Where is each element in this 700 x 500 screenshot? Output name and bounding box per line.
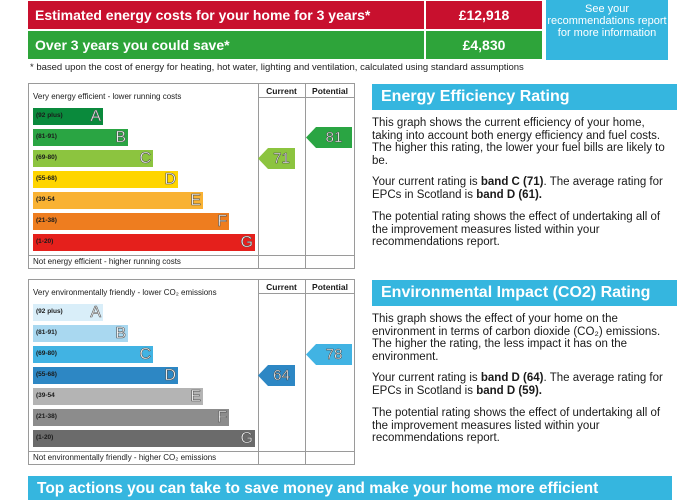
energy-efficiency-title: Energy Efficiency Rating: [372, 84, 677, 110]
rating-band-a: (92 plus) A: [33, 304, 103, 321]
energy-efficiency-current-rating: Your current rating is band C (71). The …: [372, 176, 663, 201]
estimated-costs-row: Estimated energy costs for your home for…: [28, 1, 542, 29]
band-range: (21-38): [36, 413, 57, 420]
cost-footnote: * based upon the cost of energy for heat…: [30, 62, 524, 73]
rating-band-a: (92 plus) A: [33, 108, 103, 125]
band-letter: G: [240, 430, 253, 448]
band-range: (55-68): [36, 175, 57, 182]
band-range: (81-91): [36, 329, 57, 336]
rating-band-f: (21-38) F: [33, 213, 229, 230]
rating-band-g: (1-20) G: [33, 234, 255, 251]
estimated-costs-value: £12,918: [426, 1, 542, 29]
rating-band-d: (55-68) D: [33, 171, 178, 188]
band-letter: A: [90, 108, 101, 126]
environmental-impact-chart: Current Potential Very environmentally f…: [28, 279, 355, 465]
band-range: (1-20): [36, 238, 54, 245]
band-range: (55-68): [36, 371, 57, 378]
rating-band-g: (1-20) G: [33, 430, 255, 447]
current-column-header: Current: [266, 86, 297, 96]
see-recommendations-box[interactable]: See your recommendations report for more…: [546, 0, 668, 60]
current-rating-pointer: 64: [258, 365, 295, 386]
potential-column-header: Potential: [312, 86, 348, 96]
band-letter: C: [139, 346, 151, 364]
current-column-header: Current: [266, 282, 297, 292]
estimated-costs-label: Estimated energy costs for your home for…: [28, 1, 424, 29]
band-range: (1-20): [36, 434, 54, 441]
energy-efficiency-potential-note: The potential rating shows the effect of…: [372, 211, 661, 248]
band-letter: G: [240, 234, 253, 252]
energy-efficiency-description: This graph shows the current efficiency …: [372, 117, 665, 167]
band-letter: F: [217, 213, 227, 231]
band-letter: C: [139, 150, 151, 168]
band-range: (69-80): [36, 154, 57, 161]
rating-band-f: (21-38) F: [33, 409, 229, 426]
rating-band-b: (81-91) B: [33, 129, 128, 146]
band-letter: E: [190, 388, 201, 406]
chart-bottom-caption: Not energy efficient - higher running co…: [33, 257, 181, 266]
energy-efficiency-chart: Current Potential Very energy efficient …: [28, 83, 355, 269]
current-rating-pointer: 71: [258, 148, 295, 169]
band-range: (39-54: [36, 196, 55, 203]
potential-rating-value: 81: [325, 129, 343, 147]
rating-band-c: (69-80) C: [33, 150, 153, 167]
band-letter: D: [164, 171, 176, 189]
potential-rating-value: 78: [325, 346, 343, 364]
rating-band-c: (69-80) C: [33, 346, 153, 363]
environmental-impact-potential-note: The potential rating shows the effect of…: [372, 407, 661, 444]
savings-label: Over 3 years you could save*: [28, 31, 424, 59]
band-range: (92 plus): [36, 308, 63, 315]
current-rating-value: 64: [273, 367, 290, 385]
rating-band-e: (39-54 E: [33, 192, 203, 209]
rating-band-d: (55-68) D: [33, 367, 178, 384]
potential-rating-pointer: 81: [306, 127, 352, 148]
environmental-impact-current-rating: Your current rating is band D (64). The …: [372, 372, 663, 397]
potential-rating-pointer: 78: [306, 344, 352, 365]
environmental-impact-title: Environmental Impact (CO2) Rating: [372, 280, 677, 306]
band-letter: B: [115, 325, 126, 343]
savings-value: £4,830: [426, 31, 542, 59]
potential-column-header: Potential: [312, 282, 348, 292]
band-letter: D: [164, 367, 176, 385]
band-range: (39-54: [36, 392, 55, 399]
band-range: (81-91): [36, 133, 57, 140]
band-letter: B: [115, 129, 126, 147]
chart-top-caption: Very environmentally friendly - lower CO…: [33, 288, 217, 297]
environmental-impact-description: This graph shows the effect of your home…: [372, 313, 661, 363]
rating-band-b: (81-91) B: [33, 325, 128, 342]
rating-band-e: (39-54 E: [33, 388, 203, 405]
band-range: (92 plus): [36, 112, 63, 119]
chart-bottom-caption: Not environmentally friendly - higher CO…: [33, 453, 217, 462]
current-rating-value: 71: [273, 150, 290, 168]
chart-top-caption: Very energy efficient - lower running co…: [33, 92, 182, 101]
band-letter: A: [90, 304, 101, 322]
band-range: (69-80): [36, 350, 57, 357]
top-actions-heading: Top actions you can take to save money a…: [28, 476, 672, 500]
savings-row: Over 3 years you could save* £4,830: [28, 31, 542, 59]
band-letter: E: [190, 192, 201, 210]
band-range: (21-38): [36, 217, 57, 224]
band-letter: F: [217, 409, 227, 427]
